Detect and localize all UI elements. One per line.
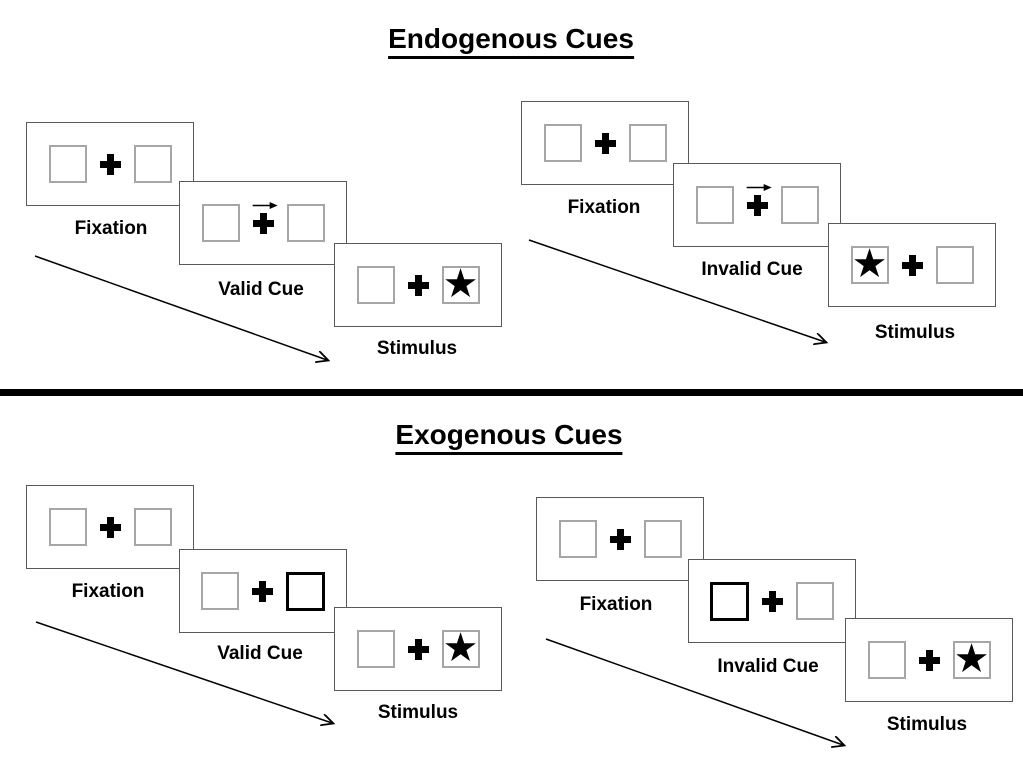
right-box bbox=[286, 204, 325, 242]
card-label-cue: Valid Cue bbox=[217, 643, 303, 664]
section-divider bbox=[0, 389, 1023, 396]
right-box bbox=[133, 145, 172, 183]
card-label-stimulus: Stimulus bbox=[377, 702, 459, 723]
card-label-fixation: Fixation bbox=[579, 594, 653, 615]
star-stimulus-icon: ★ bbox=[442, 624, 479, 671]
stimulus-card: ★ bbox=[828, 223, 996, 307]
exogenous-section-title: Exogenous Cues bbox=[395, 419, 623, 455]
star-stimulus-icon: ★ bbox=[953, 635, 990, 682]
card-label-fixation: Fixation bbox=[567, 197, 641, 218]
left-box-with-star: ★ bbox=[850, 240, 889, 287]
right-box-with-star: ★ bbox=[441, 624, 480, 671]
fixation-card bbox=[26, 122, 194, 206]
right-box bbox=[133, 508, 172, 546]
right-box bbox=[796, 582, 834, 620]
card-label-cue: Valid Cue bbox=[218, 279, 304, 300]
card-label-stimulus: Stimulus bbox=[886, 714, 968, 735]
cue-card bbox=[179, 181, 347, 265]
left-box bbox=[48, 145, 87, 183]
fixation-cross-icon bbox=[609, 528, 631, 550]
timeline-arrow-icon bbox=[528, 239, 834, 349]
right-box bbox=[643, 520, 682, 558]
left-box bbox=[543, 124, 582, 162]
endogenous-section-title: Endogenous Cues bbox=[388, 23, 634, 59]
fixation-cross-icon bbox=[594, 132, 616, 154]
timeline-arrow-icon bbox=[34, 255, 335, 368]
card-label-stimulus: Stimulus bbox=[874, 322, 956, 343]
right-box-with-star: ★ bbox=[441, 260, 480, 307]
timeline-arrow-icon bbox=[545, 638, 853, 751]
cue-card bbox=[688, 559, 856, 643]
left-box-highlight-cue bbox=[710, 581, 749, 621]
star-stimulus-icon: ★ bbox=[851, 240, 888, 287]
fixation-cross-icon bbox=[407, 274, 429, 296]
card-label-stimulus: Stimulus bbox=[376, 338, 458, 359]
fixation-cross-icon bbox=[252, 201, 278, 234]
stimulus-card: ★ bbox=[334, 607, 502, 691]
fixation-cross-icon bbox=[407, 638, 429, 660]
fixation-cross-icon bbox=[99, 516, 121, 538]
fixation-cross-icon bbox=[99, 153, 121, 175]
card-label-fixation: Fixation bbox=[74, 218, 148, 239]
card-label-fixation: Fixation bbox=[71, 581, 145, 602]
cue-card bbox=[673, 163, 841, 247]
cue-arrow-right-icon bbox=[746, 183, 772, 191]
left-box bbox=[201, 204, 240, 242]
cue-arrow-right-icon bbox=[252, 201, 278, 209]
right-box-with-star: ★ bbox=[952, 635, 991, 682]
left-box bbox=[356, 266, 395, 304]
cue-card bbox=[179, 549, 347, 633]
stimulus-card: ★ bbox=[845, 618, 1013, 702]
fixation-cross-icon bbox=[746, 183, 772, 216]
left-box bbox=[201, 572, 239, 610]
left-box bbox=[356, 630, 395, 668]
fixation-card bbox=[26, 485, 194, 569]
right-box bbox=[935, 246, 974, 284]
right-box bbox=[780, 186, 819, 224]
card-label-cue: Invalid Cue bbox=[701, 259, 803, 280]
card-label-cue: Invalid Cue bbox=[717, 656, 819, 677]
right-box-highlight-cue bbox=[286, 571, 325, 611]
fixation-card bbox=[536, 497, 704, 581]
fixation-card bbox=[521, 101, 689, 185]
left-box bbox=[558, 520, 597, 558]
left-box bbox=[867, 641, 906, 679]
fixation-cross-icon bbox=[918, 649, 940, 671]
fixation-cross-icon bbox=[252, 580, 273, 602]
stimulus-card: ★ bbox=[334, 243, 502, 327]
left-box bbox=[695, 186, 734, 224]
right-box bbox=[628, 124, 667, 162]
fixation-cross-icon bbox=[901, 254, 923, 276]
star-stimulus-icon: ★ bbox=[442, 260, 479, 307]
fixation-cross-icon bbox=[762, 590, 783, 612]
timeline-arrow-icon bbox=[35, 621, 341, 731]
left-box bbox=[48, 508, 87, 546]
